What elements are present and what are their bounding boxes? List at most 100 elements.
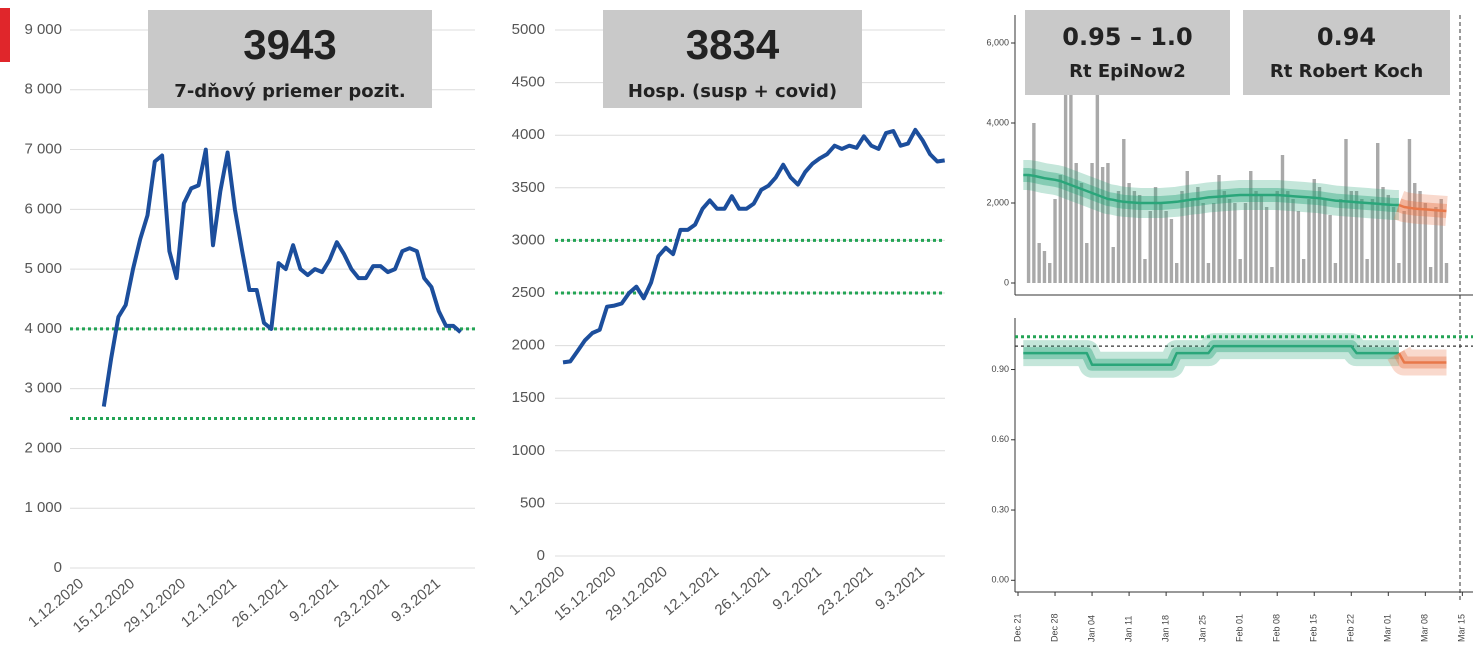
bar	[1323, 199, 1327, 283]
bar	[1296, 211, 1301, 283]
x-tick-label: Dec 28	[1049, 613, 1059, 642]
bar	[1423, 203, 1428, 283]
bar	[1100, 167, 1105, 283]
y-tick-label: 3 000	[24, 380, 62, 397]
bar	[1159, 203, 1163, 283]
y-tick-label: 2500	[512, 284, 545, 301]
annotation-box	[1025, 10, 1230, 95]
x-tick-label: Feb 01	[1235, 614, 1245, 642]
estimate-line	[1397, 352, 1447, 364]
y-tick-label: 0.90	[991, 364, 1009, 374]
bar	[1333, 263, 1338, 283]
x-tick-label: Jan 04	[1086, 615, 1096, 642]
bar	[1190, 199, 1195, 283]
y-tick-label: 7 000	[24, 141, 62, 158]
y-tick-label: 0.00	[991, 575, 1009, 585]
bar	[1317, 187, 1322, 283]
estimate-line	[1023, 344, 1399, 367]
bar	[1227, 199, 1232, 283]
annotation-value: 3943	[243, 21, 336, 68]
y-tick-label: 6,000	[986, 37, 1009, 47]
bar	[1413, 183, 1417, 283]
y-tick-label: 4,000	[986, 117, 1009, 127]
y-tick-label: 0	[537, 547, 545, 564]
line	[562, 127, 945, 365]
annotation-label: Hosp. (susp + covid)	[628, 81, 837, 102]
bar	[1370, 199, 1375, 283]
y-tick-label: 2000	[512, 337, 545, 354]
x-tick-label: Mar 15	[1457, 614, 1467, 642]
bar	[1127, 183, 1131, 283]
annotation-box	[603, 10, 862, 108]
y-tick-label: 0	[1004, 277, 1009, 287]
y-tick-label: 4 000	[24, 320, 62, 337]
annotation-box	[148, 10, 432, 108]
bar	[1201, 203, 1205, 283]
y-tick-label: 9 000	[24, 21, 62, 38]
bar	[1275, 191, 1279, 283]
bar	[1079, 183, 1084, 283]
y-tick-label: 5000	[512, 21, 545, 38]
bar	[1175, 263, 1179, 283]
bar	[1402, 211, 1406, 283]
y-tick-label: 1 000	[24, 499, 62, 516]
x-tick-label: Feb 08	[1272, 614, 1282, 642]
y-tick-label: 2,000	[986, 197, 1009, 207]
bar	[1222, 191, 1227, 283]
annotation-value: 3834	[686, 21, 780, 68]
bar	[1280, 155, 1285, 283]
y-tick-label: 1000	[512, 442, 545, 459]
bar	[1328, 215, 1332, 283]
y-tick-label: 0	[54, 559, 62, 576]
bar	[1122, 139, 1126, 283]
x-tick-label: Mar 01	[1383, 614, 1393, 642]
bar	[1312, 179, 1316, 283]
y-tick-label: 4000	[512, 126, 545, 143]
bar	[1111, 247, 1115, 283]
bar	[1286, 191, 1290, 283]
bar	[1418, 191, 1422, 283]
bar	[1196, 187, 1200, 283]
bar	[1106, 163, 1110, 283]
y-tick-label: 0.30	[991, 504, 1009, 514]
bar	[1143, 259, 1147, 283]
y-tick-label: 500	[520, 494, 545, 511]
bar	[1042, 251, 1047, 283]
bar	[1032, 123, 1036, 283]
bar	[1212, 203, 1216, 283]
bar	[1386, 195, 1390, 283]
y-tick-label: 2 000	[24, 439, 62, 456]
bar	[1349, 191, 1353, 283]
annotation-label: Rt EpiNow2	[1069, 61, 1186, 82]
bar	[1180, 191, 1184, 283]
bar	[1063, 43, 1068, 283]
bar	[1301, 259, 1306, 283]
y-tick-label: 1500	[512, 389, 545, 406]
bar	[1264, 207, 1269, 283]
bar	[1243, 203, 1248, 283]
bar	[1444, 263, 1449, 283]
y-tick-label: 4500	[512, 74, 545, 91]
estimate-line	[1023, 173, 1399, 207]
bar	[1053, 199, 1057, 283]
x-tick-label: Jan 25	[1198, 615, 1208, 642]
bar	[1217, 175, 1221, 283]
bar	[1391, 207, 1396, 283]
bar	[1037, 243, 1041, 283]
bar	[1148, 211, 1152, 283]
bar	[1238, 259, 1242, 283]
bar	[1354, 191, 1359, 283]
y-tick-label: 0.60	[991, 434, 1009, 444]
y-tick-label: 5 000	[24, 260, 62, 277]
bar	[1206, 263, 1211, 283]
x-tick-label: Feb 22	[1346, 614, 1356, 642]
bar	[1116, 191, 1121, 283]
bar	[1153, 187, 1158, 283]
annotation-value: 0.95 – 1.0	[1062, 23, 1192, 51]
x-tick-label: Jan 18	[1160, 615, 1170, 642]
bar	[1132, 191, 1137, 283]
bar	[1249, 171, 1253, 283]
line	[101, 147, 462, 407]
bar	[1307, 199, 1311, 283]
